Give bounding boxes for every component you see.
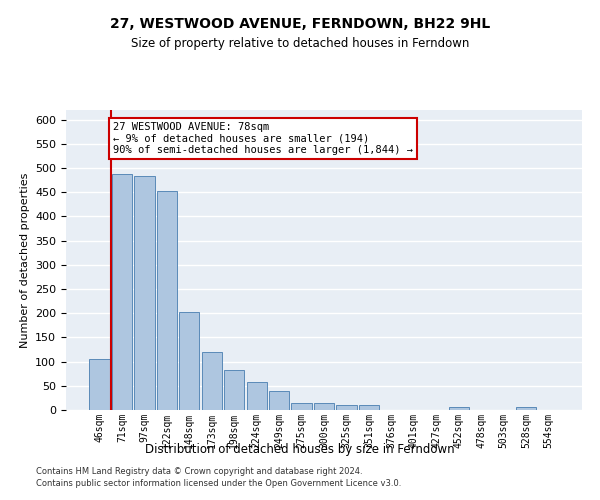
Text: 27, WESTWOOD AVENUE, FERNDOWN, BH22 9HL: 27, WESTWOOD AVENUE, FERNDOWN, BH22 9HL — [110, 18, 490, 32]
Bar — [224, 370, 244, 410]
Text: Contains HM Land Registry data © Crown copyright and database right 2024.: Contains HM Land Registry data © Crown c… — [36, 468, 362, 476]
Text: Contains public sector information licensed under the Open Government Licence v3: Contains public sector information licen… — [36, 479, 401, 488]
Bar — [314, 402, 334, 410]
Text: Distribution of detached houses by size in Ferndown: Distribution of detached houses by size … — [145, 442, 455, 456]
Bar — [134, 176, 155, 410]
Text: 27 WESTWOOD AVENUE: 78sqm
← 9% of detached houses are smaller (194)
90% of semi-: 27 WESTWOOD AVENUE: 78sqm ← 9% of detach… — [113, 122, 413, 156]
Bar — [179, 312, 199, 410]
Bar — [89, 359, 110, 410]
Text: Size of property relative to detached houses in Ferndown: Size of property relative to detached ho… — [131, 38, 469, 51]
Bar — [516, 406, 536, 410]
Bar — [112, 174, 132, 410]
Bar — [247, 382, 267, 410]
Bar — [157, 191, 177, 410]
Bar — [269, 390, 289, 410]
Bar — [292, 402, 311, 410]
Bar — [359, 405, 379, 410]
Bar — [202, 352, 222, 410]
Y-axis label: Number of detached properties: Number of detached properties — [20, 172, 29, 348]
Bar — [449, 406, 469, 410]
Bar — [337, 405, 356, 410]
